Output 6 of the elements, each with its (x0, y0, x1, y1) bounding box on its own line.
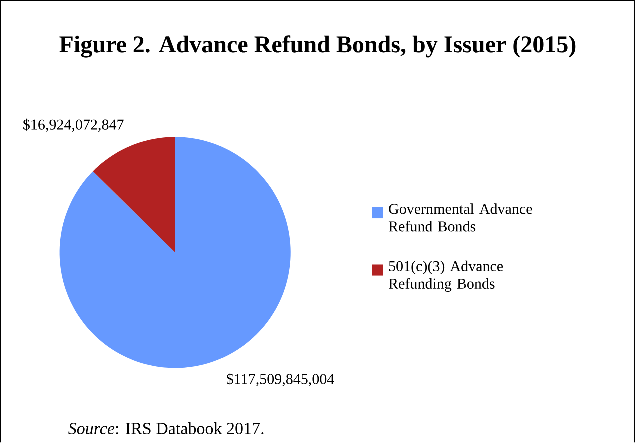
legend-label: 501(c)(3) Advance Refunding Bonds (388, 260, 504, 292)
chart-title: Figure 2. Advance Refund Bonds, by Issuer (2015) (60, 36, 576, 58)
data-label: $117,509,845,004 (227, 373, 334, 386)
legend-label: Governmental Advance Refund Bonds (388, 204, 532, 232)
text: Source: IRS Databook 2017. (68, 422, 264, 434)
data-label: $16,924,072,847 (24, 118, 124, 132)
